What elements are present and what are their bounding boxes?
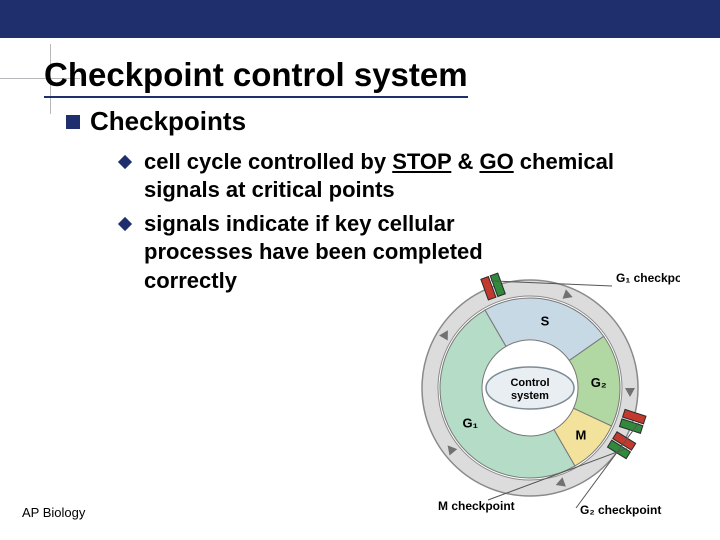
cell-cycle-diagram: Controlsystem G₁ S G₂ M G₁ checkpoint M checkp…: [380, 248, 680, 518]
heading-1: Checkpoints: [90, 106, 246, 137]
text-go: GO: [479, 149, 513, 174]
square-bullet-icon: [66, 115, 80, 129]
svg-text:G₁ checkpoint: G₁ checkpoint: [616, 271, 680, 285]
text-frag: cell cycle controlled by: [144, 149, 392, 174]
svg-text:G₂ checkpoint: G₂ checkpoint: [580, 503, 661, 517]
list-item: cell cycle controlled by STOP & GO chemi…: [120, 148, 660, 204]
diamond-bullet-icon: [118, 155, 132, 169]
diamond-bullet-icon: [118, 217, 132, 231]
svg-text:G₂: G₂: [591, 375, 607, 390]
slide-title-text: Checkpoint control system: [44, 56, 468, 98]
svg-text:S: S: [541, 314, 550, 329]
top-accent-band: [0, 0, 720, 38]
slide-title: Checkpoint control system: [44, 56, 468, 98]
footer-label: AP Biology: [22, 505, 85, 520]
svg-text:Control: Control: [510, 377, 549, 389]
svg-text:G₁: G₁: [462, 416, 478, 431]
list-item-text: cell cycle controlled by STOP & GO chemi…: [144, 148, 660, 204]
text-stop: STOP: [392, 149, 451, 174]
svg-text:M checkpoint: M checkpoint: [438, 499, 515, 513]
svg-text:system: system: [511, 390, 549, 402]
text-frag: &: [451, 149, 479, 174]
svg-text:M: M: [575, 428, 586, 443]
